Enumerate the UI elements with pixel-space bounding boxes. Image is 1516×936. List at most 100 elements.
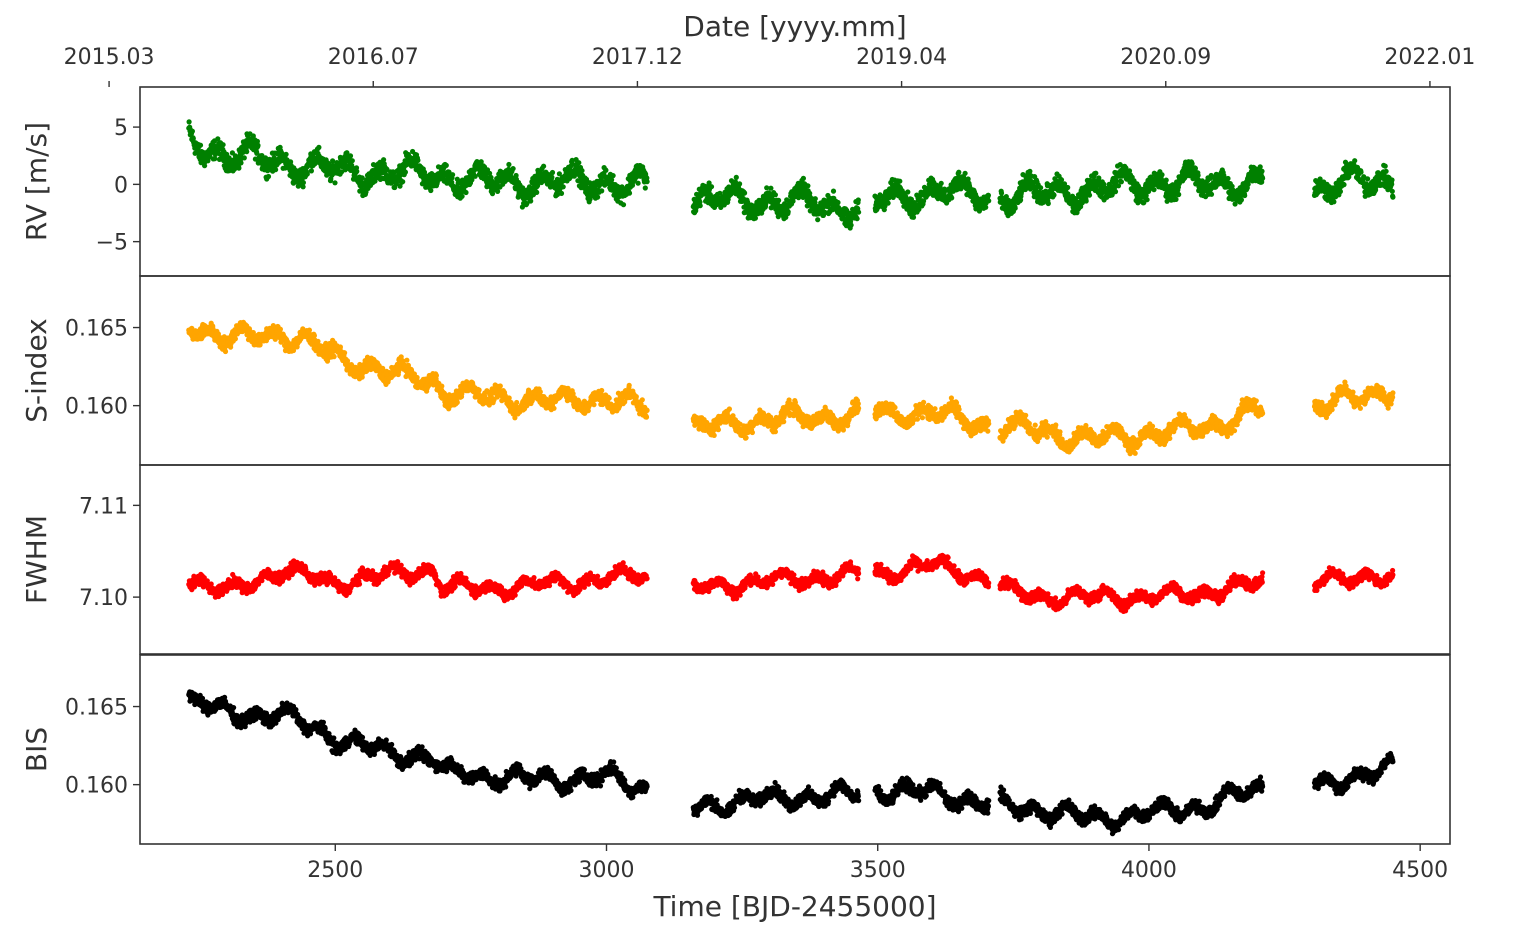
top-axis-ticks: 2015.03 2016.07 2017.12 2019.04 2020.09 2022.…	[64, 45, 1475, 87]
data-point	[1109, 192, 1115, 198]
data-point	[359, 374, 365, 380]
data-point	[283, 151, 289, 157]
data-point	[236, 165, 242, 171]
data-point	[830, 188, 837, 194]
data-point	[506, 161, 512, 168]
data-point	[560, 184, 566, 190]
data-point	[1113, 178, 1119, 184]
data-point	[342, 350, 348, 356]
data-point	[400, 179, 406, 185]
data-point	[255, 142, 261, 148]
top-tick-label: 2020.09	[1120, 45, 1211, 70]
data-point	[785, 209, 791, 215]
data-point	[693, 205, 699, 211]
data-point	[1259, 168, 1265, 174]
data-point	[454, 399, 460, 405]
data-point	[534, 189, 540, 195]
data-point	[1176, 191, 1182, 198]
data-point	[558, 190, 565, 196]
data-point	[732, 179, 739, 185]
data-point	[311, 333, 317, 339]
data-point	[1390, 194, 1396, 200]
data-point	[885, 200, 891, 206]
data-point	[402, 169, 408, 175]
data-point	[620, 202, 627, 208]
data-point	[772, 192, 779, 198]
data-point	[579, 168, 585, 174]
data-point	[609, 177, 615, 183]
data-point	[215, 331, 221, 337]
data-point	[983, 204, 989, 210]
data-point	[916, 206, 922, 212]
data-point	[528, 198, 534, 204]
data-point	[241, 155, 247, 161]
data-point	[232, 336, 238, 342]
data-point	[537, 389, 543, 395]
data-point	[1341, 182, 1347, 188]
top-tick-label: 2022.01	[1384, 45, 1475, 70]
data-point	[742, 190, 748, 196]
data-point	[354, 168, 360, 174]
data-point	[514, 399, 520, 406]
data-point	[1199, 178, 1205, 184]
data-point	[450, 172, 456, 178]
data-point	[189, 128, 195, 134]
data-point	[1383, 168, 1389, 174]
top-tick-label: 2017.12	[592, 45, 683, 70]
data-point	[495, 188, 501, 194]
data-point	[800, 175, 807, 181]
data-point	[384, 166, 390, 172]
data-point	[1083, 198, 1089, 204]
y-axis-title: RV [m/s]	[20, 122, 53, 241]
data-point	[300, 180, 306, 186]
data-point	[277, 326, 283, 332]
data-point	[300, 184, 306, 190]
data-point	[317, 343, 323, 349]
data-point	[497, 383, 503, 389]
data-point	[610, 173, 616, 179]
data-point	[349, 158, 355, 164]
data-point	[250, 133, 256, 139]
data-point	[1257, 164, 1263, 170]
data-point	[921, 198, 927, 204]
data-point	[244, 149, 250, 155]
data-point	[304, 171, 310, 177]
data-point	[812, 196, 818, 202]
data-point	[316, 144, 322, 150]
data-point	[569, 157, 575, 163]
data-point	[595, 194, 601, 200]
data-point	[854, 216, 860, 222]
y-tick-label: −5	[96, 231, 128, 256]
data-point	[398, 354, 404, 360]
data-point	[215, 136, 221, 142]
data-point	[1173, 196, 1179, 202]
series-points	[186, 319, 1396, 457]
data-point	[337, 344, 343, 350]
data-point	[1163, 177, 1169, 183]
data-point	[733, 174, 739, 180]
top-tick-label: 2019.04	[856, 45, 947, 70]
data-point	[1389, 181, 1395, 187]
data-point	[1093, 170, 1099, 176]
data-point	[439, 383, 445, 389]
data-point	[1195, 172, 1201, 178]
data-point	[1382, 163, 1388, 169]
data-point	[265, 173, 272, 180]
data-point	[472, 173, 478, 179]
data-point	[1118, 179, 1124, 185]
data-point	[549, 174, 555, 180]
data-point	[510, 166, 516, 172]
data-point	[347, 153, 354, 159]
data-point	[433, 372, 439, 379]
data-point	[1260, 175, 1266, 181]
top-tick-label: 2015.03	[64, 45, 155, 70]
data-point	[856, 209, 862, 215]
data-point	[776, 197, 782, 203]
data-point	[1096, 175, 1102, 181]
data-point	[697, 203, 703, 209]
data-point	[1086, 192, 1093, 198]
data-point	[1208, 191, 1215, 197]
data-point	[1151, 187, 1157, 193]
data-point	[708, 184, 715, 190]
